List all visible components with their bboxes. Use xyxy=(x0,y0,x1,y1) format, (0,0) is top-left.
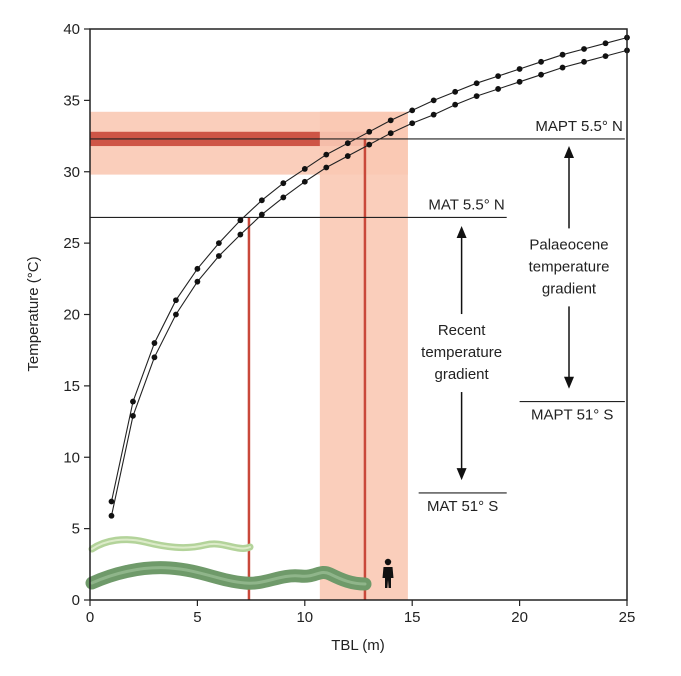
y-tick-label: 20 xyxy=(63,307,80,324)
series-0-point xyxy=(516,66,523,72)
x-tick-label: 5 xyxy=(193,609,201,626)
series-0-point xyxy=(130,398,136,405)
y-tick-label: 40 xyxy=(63,21,80,38)
y-tick-label: 35 xyxy=(63,92,80,109)
y-tick-label: 10 xyxy=(63,449,80,466)
series-1-point xyxy=(581,58,587,65)
series-0-point xyxy=(495,73,502,80)
annotation-1-line-2: gradient xyxy=(434,366,489,383)
snake-light-icon-inner xyxy=(91,538,251,550)
reference-lines-layer: MAPT 5.5° N MAT 5.5° N MAPT 51° S MAT 51° S xyxy=(90,118,625,515)
annotation-1-arrowhead-up xyxy=(456,225,467,238)
series-1-point xyxy=(237,231,244,238)
series-1-point xyxy=(151,354,158,361)
annotation-0-arrowhead-up xyxy=(564,146,575,159)
x-tick-label: 25 xyxy=(619,609,636,626)
series-1-point xyxy=(130,412,136,419)
series-0-point xyxy=(173,297,179,304)
reference-line-label-3: MAT 51° S xyxy=(427,498,498,515)
annotations-layer: Palaeocene temperature gradient Recent tempe… xyxy=(421,146,610,481)
series-1-point xyxy=(108,512,115,519)
series-0-point xyxy=(366,128,373,135)
series-0-point xyxy=(387,117,394,124)
snakes-layer xyxy=(85,536,372,591)
series-0-point xyxy=(194,265,201,272)
series-0-point xyxy=(473,80,480,87)
reference-line-label-2: MAPT 51° S xyxy=(531,407,613,424)
series-0-point xyxy=(538,58,544,65)
series-1-point xyxy=(258,211,265,218)
series-0-point xyxy=(602,40,609,47)
series-1-point xyxy=(452,101,459,108)
annotation-0-line-2: gradient xyxy=(542,280,597,297)
series-0-point xyxy=(452,88,459,95)
vertical-markers-layer xyxy=(247,138,367,600)
y-axis-label: Temperature (°C) xyxy=(25,256,42,371)
series-1-point xyxy=(387,130,394,137)
x-tick-label: 15 xyxy=(404,609,421,626)
series-0-point xyxy=(151,340,158,346)
series-1-point xyxy=(323,164,330,171)
annotation-0-arrowhead-down xyxy=(564,376,575,389)
series-1-point xyxy=(215,253,222,259)
reference-line-label-1: MAT 5.5° N xyxy=(428,196,504,213)
series-0-point xyxy=(430,97,437,104)
y-axis: 0 5 10 15 20 25 30 35 40 xyxy=(63,21,90,609)
y-tick-label: 15 xyxy=(63,378,80,395)
series-1-point xyxy=(473,93,480,99)
y-tick-label: 0 xyxy=(72,592,80,609)
series-1-point xyxy=(538,71,544,78)
series-1-point xyxy=(173,311,179,318)
series-1-point xyxy=(301,178,308,185)
series-0-point xyxy=(258,197,265,204)
x-tick-label: 0 xyxy=(86,609,94,626)
reference-line-label-0: MAPT 5.5° N xyxy=(535,118,622,135)
series-1-point xyxy=(409,120,416,127)
series-layer xyxy=(108,34,630,519)
series-0-point xyxy=(108,498,115,505)
annotation-0-line-0: Palaeocene xyxy=(529,236,608,253)
x-tick-label: 20 xyxy=(511,609,528,626)
series-1-point xyxy=(280,194,287,201)
series-1-point xyxy=(344,153,351,159)
series-0-point xyxy=(581,46,587,52)
series-0-point xyxy=(559,51,566,58)
x-axis: 0 5 10 15 20 25 xyxy=(86,600,636,626)
series-0-point xyxy=(344,140,351,147)
x-axis-label: TBL (m) xyxy=(331,637,385,654)
series-0-point xyxy=(301,165,308,172)
snake-dark-icon-inner xyxy=(90,566,367,586)
annotation-0-line-1: temperature xyxy=(529,258,610,275)
annotation-1-line-0: Recent xyxy=(438,322,486,339)
human-silhouette-icon xyxy=(382,558,394,588)
series-1-point xyxy=(194,278,201,285)
series-1-point xyxy=(602,53,609,60)
series-1-point xyxy=(559,64,566,71)
annotation-1-line-1: temperature xyxy=(421,344,502,361)
series-0-point xyxy=(409,107,416,114)
series-1-point xyxy=(495,86,502,92)
annotation-1-arrowhead-down xyxy=(456,468,467,481)
series-0-point xyxy=(323,151,330,158)
series-0-point xyxy=(237,217,244,224)
series-1-point xyxy=(516,78,523,85)
series-0-point xyxy=(215,240,222,247)
y-tick-label: 25 xyxy=(63,235,80,252)
series-1-point xyxy=(366,141,373,148)
y-tick-label: 5 xyxy=(72,521,80,538)
y-tick-label: 30 xyxy=(63,164,80,181)
x-tick-label: 10 xyxy=(296,609,313,626)
series-1-point xyxy=(430,111,437,118)
series-0-point xyxy=(280,180,287,187)
